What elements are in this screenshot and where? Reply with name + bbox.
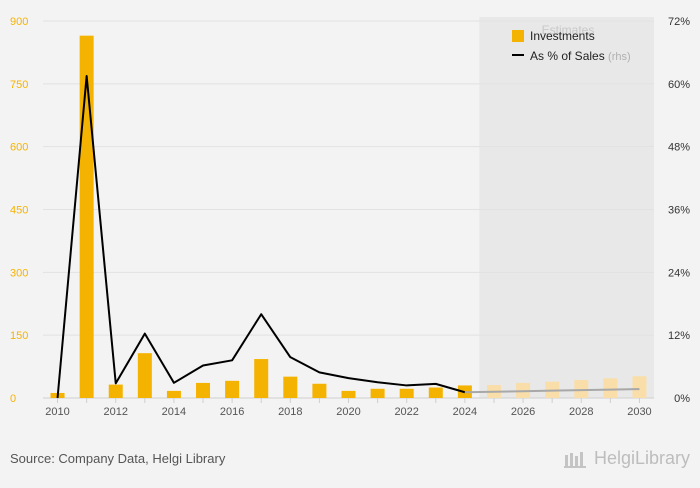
library-icon bbox=[563, 450, 590, 468]
estimates-label: Estimates bbox=[542, 23, 595, 37]
bar bbox=[428, 387, 443, 398]
bar bbox=[108, 384, 123, 398]
y-tick-left: 0 bbox=[10, 393, 16, 405]
bar bbox=[79, 35, 94, 399]
x-tick-label: 2022 bbox=[394, 406, 418, 418]
x-tick-label: 2026 bbox=[511, 406, 535, 418]
x-tick-label: 2024 bbox=[453, 406, 477, 418]
y-tick-right: 24% bbox=[668, 267, 690, 279]
x-tick-label: 2018 bbox=[278, 406, 302, 418]
y-tick-right: 60% bbox=[668, 79, 690, 91]
bar bbox=[254, 359, 269, 398]
legend-label-sales: As % of Sales (rhs) bbox=[530, 49, 631, 63]
y-tick-right: 0% bbox=[674, 393, 690, 405]
y-tick-right: 36% bbox=[668, 205, 690, 217]
bar bbox=[283, 376, 298, 398]
source-note: Source: Company Data, Helgi Library bbox=[10, 451, 226, 466]
bar bbox=[370, 388, 385, 398]
line-series-actual bbox=[56, 74, 466, 399]
y-tick-left: 150 bbox=[10, 330, 28, 342]
bar bbox=[632, 376, 647, 398]
x-tick-label: 2020 bbox=[336, 406, 360, 418]
x-tick-label: 2010 bbox=[45, 406, 69, 418]
legend-label-rhs: (rhs) bbox=[608, 51, 631, 63]
x-tick-label: 2030 bbox=[627, 406, 651, 418]
bar bbox=[196, 382, 211, 398]
y-tick-right: 12% bbox=[668, 330, 690, 342]
bar bbox=[603, 378, 618, 398]
y-tick-left: 900 bbox=[10, 16, 28, 28]
y-tick-left: 750 bbox=[10, 79, 28, 91]
bar bbox=[341, 390, 356, 398]
bar bbox=[225, 380, 240, 398]
bar bbox=[399, 388, 414, 398]
y-tick-left: 600 bbox=[10, 142, 28, 154]
y-tick-left: 450 bbox=[10, 205, 28, 217]
bar bbox=[312, 383, 327, 398]
line-series-estimate bbox=[464, 388, 640, 394]
brand-name: HelgiLibrary bbox=[593, 448, 690, 468]
brand-logo: HelgiLibrary bbox=[563, 448, 690, 469]
legend-swatch-investments bbox=[512, 30, 524, 42]
x-tick-label: 2016 bbox=[220, 406, 244, 418]
bar bbox=[137, 353, 152, 398]
estimates-region bbox=[479, 17, 654, 398]
x-tick-label: 2012 bbox=[103, 406, 127, 418]
x-tick-label: 2028 bbox=[569, 406, 593, 418]
y-tick-right: 72% bbox=[668, 16, 690, 28]
legend-label-investments: Investments bbox=[530, 29, 595, 43]
y-tick-right: 48% bbox=[668, 142, 690, 154]
y-tick-left: 300 bbox=[10, 267, 28, 279]
x-tick-label: 2014 bbox=[162, 406, 186, 418]
bar bbox=[166, 390, 181, 398]
bar bbox=[574, 379, 589, 398]
